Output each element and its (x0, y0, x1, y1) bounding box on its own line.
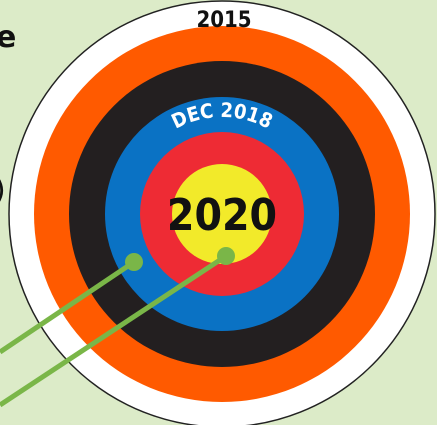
side-text: e (0, 20, 16, 55)
label-2020: 2020 (167, 190, 277, 241)
arrow-1-tip (125, 253, 143, 271)
arrow-2 (0, 253, 228, 408)
ring-yellow (172, 164, 272, 264)
label-2015: 2015 (196, 8, 251, 33)
side-text: ) (0, 173, 6, 208)
arrow-1 (0, 259, 136, 355)
arrow-2-tip (217, 247, 235, 265)
